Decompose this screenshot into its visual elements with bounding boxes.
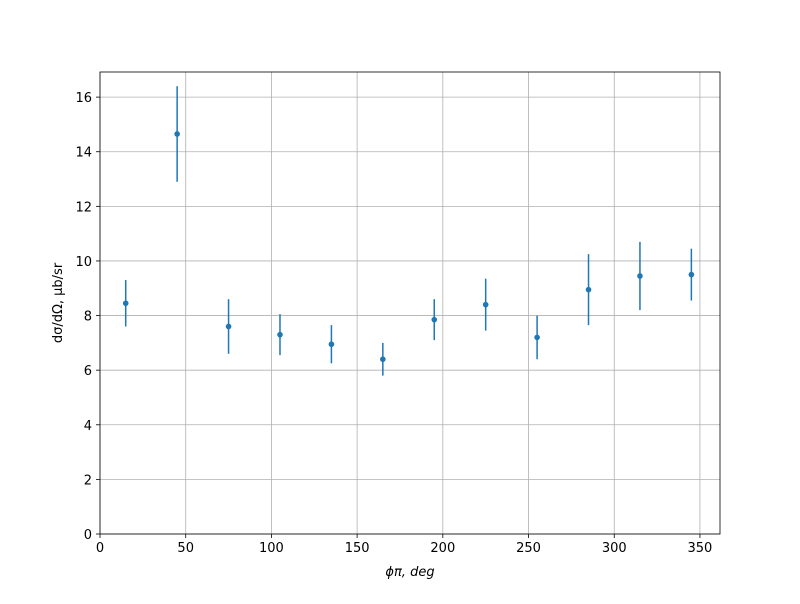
data-point [534,334,540,341]
y-tick-label: 4 [84,419,92,434]
y-tick-label: 12 [75,200,92,215]
y-tick-label: 2 [84,473,92,488]
x-axis-label: ϕπ, deg [385,565,434,580]
data-point [688,271,695,278]
data-point [482,301,489,308]
data-point [122,300,129,307]
y-tick-label: 8 [84,310,92,325]
x-tick-label: 0 [96,541,104,556]
y-tick-label: 14 [75,146,92,161]
data-point [225,323,232,330]
y-tick-label: 6 [84,364,92,379]
y-axis-label: dσ/dΩ, μb/sr [51,262,66,343]
y-tick-label: 10 [75,255,92,270]
x-tick-label: 250 [516,541,541,556]
x-tick-label: 200 [430,541,455,556]
data-point [277,331,283,338]
y-tick-label: 0 [84,528,92,543]
x-tick-label: 150 [345,541,370,556]
x-tick-label: 50 [177,541,194,556]
data-point [431,316,438,323]
data-point [380,356,386,363]
data-point [174,131,180,137]
data-point [585,286,592,293]
x-tick-label: 300 [602,541,627,556]
y-tick-label: 16 [75,91,92,106]
data-point [637,273,643,279]
plot-frame [99,71,721,535]
x-tick-label: 350 [688,541,713,556]
x-tick-label: 100 [259,541,284,556]
data-point [328,341,335,348]
